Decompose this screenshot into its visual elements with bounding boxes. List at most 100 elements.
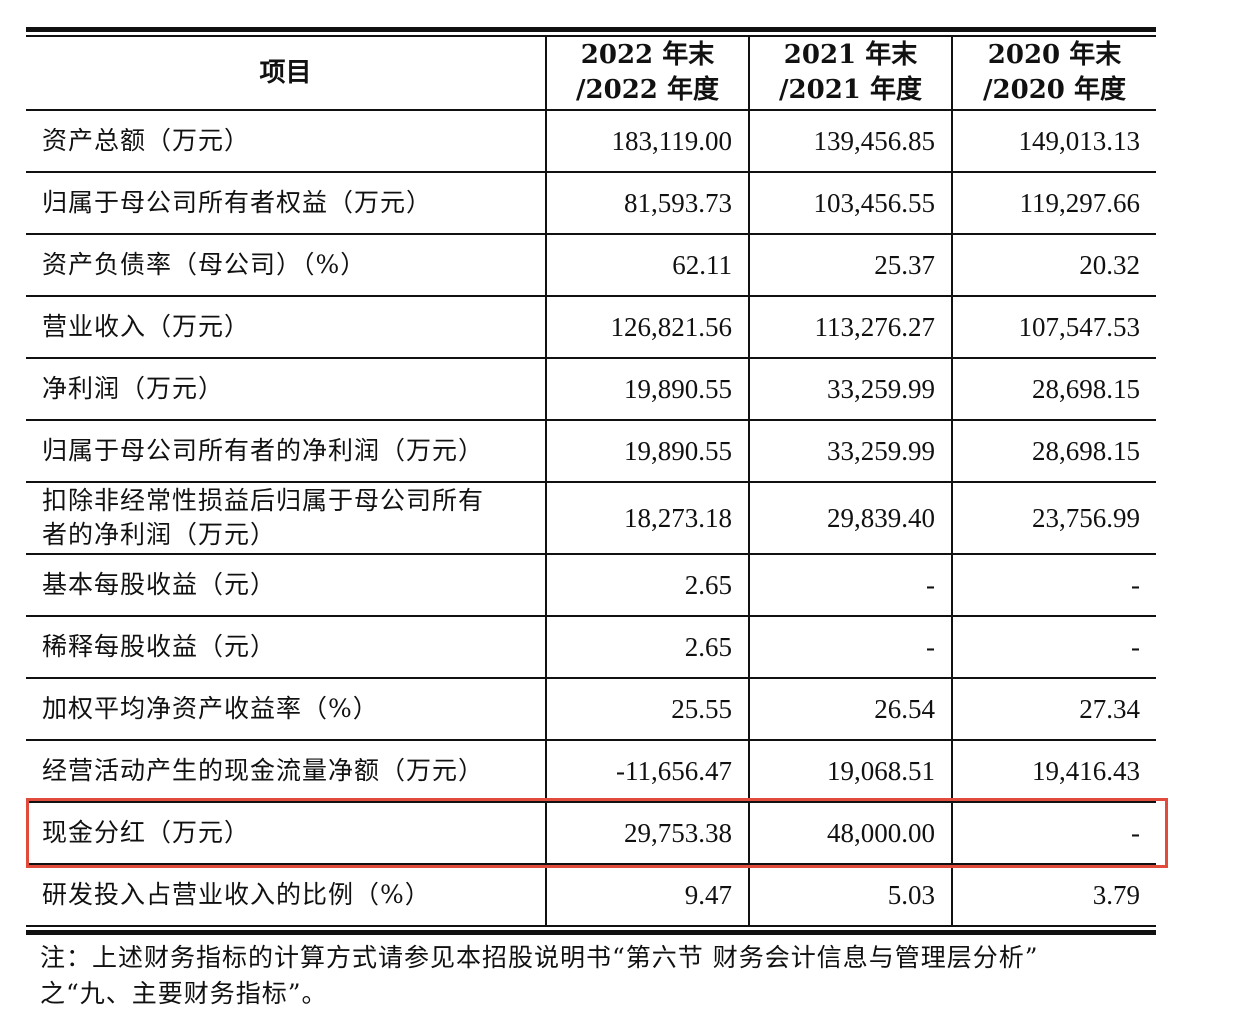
value-2022: 18,273.18 — [545, 482, 749, 555]
value-2022: 19,890.55 — [545, 420, 749, 483]
row-label: 归属于母公司所有者权益（万元） — [26, 172, 546, 235]
row-label-line: 扣除非经常性损益后归属于母公司所有 — [42, 486, 485, 515]
row-label-line: 资产负债率（母公司）（%） — [42, 250, 367, 279]
value-2021: 139,456.85 — [748, 110, 952, 173]
row-label-line: 营业收入（万元） — [42, 312, 251, 341]
row-label: 研发投入占营业收入的比例（%） — [26, 864, 546, 925]
value-2021: 33,259.99 — [748, 358, 952, 421]
header-2020-line-2: /2020 年度 — [983, 75, 1126, 105]
row-label-line: 研发投入占营业收入的比例（%） — [42, 880, 431, 909]
value-2022: 81,593.73 — [545, 172, 749, 235]
table-row: 扣除非经常性损益后归属于母公司所有 者的净利润（万元） 18,273.18 29,83… — [26, 482, 1156, 555]
row-label-line: 归属于母公司所有者的净利润（万元） — [42, 436, 485, 465]
value-2020: 28,698.15 — [951, 420, 1156, 483]
table-row: 资产总额（万元） 183,119.00 139,456.85 149,013.13 — [26, 110, 1156, 173]
header-2022: 2022 年末 /2022 年度 — [545, 37, 749, 111]
value-2021: - — [748, 616, 952, 679]
value-2022: 2.65 — [545, 616, 749, 679]
value-2021: 103,456.55 — [748, 172, 952, 235]
header-2021-line-1: 2021 年末 — [783, 40, 918, 70]
table-top-thick-rule — [26, 27, 1156, 32]
table-row: 经营活动产生的现金流量净额（万元） -11,656.47 19,068.51 19,4… — [26, 740, 1156, 803]
value-2022: -11,656.47 — [545, 740, 749, 803]
value-2022: 126,821.56 — [545, 296, 749, 359]
financial-table-wrapper: 项目 2022 年末 /2022 年度 2021 年末 /2021 年度 202… — [26, 27, 1156, 935]
table-body: 资产总额（万元） 183,119.00 139,456.85 149,013.13 归属… — [26, 110, 1156, 925]
table-bottom-thin-rule — [26, 925, 1156, 927]
value-2020: 27.34 — [951, 678, 1156, 741]
value-2020: 149,013.13 — [951, 110, 1156, 173]
value-2021: 33,259.99 — [748, 420, 952, 483]
row-label-line: 现金分红（万元） — [42, 818, 251, 847]
row-label: 归属于母公司所有者的净利润（万元） — [26, 420, 546, 483]
table-row: 归属于母公司所有者权益（万元） 81,593.73 103,456.55 119,29… — [26, 172, 1156, 235]
value-2020: - — [951, 802, 1156, 865]
row-label: 扣除非经常性损益后归属于母公司所有 者的净利润（万元） — [26, 482, 546, 555]
value-2021: 25.37 — [748, 234, 952, 297]
value-2022: 62.11 — [545, 234, 749, 297]
row-label-line: 加权平均净资产收益率（%） — [42, 694, 379, 723]
value-2021: 113,276.27 — [748, 296, 952, 359]
header-2020-line-1: 2020 年末 — [987, 40, 1122, 70]
table-row: 现金分红（万元） 29,753.38 48,000.00- — [26, 802, 1156, 865]
footnote-line-1: 注：上述财务指标的计算方式请参见本招股说明书“第六节 财务会计信息与管理层分析” — [40, 943, 1039, 972]
row-label-line: 基本每股收益（元） — [42, 570, 277, 599]
value-2020: 28,698.15 — [951, 358, 1156, 421]
value-2020: 107,547.53 — [951, 296, 1156, 359]
table-row: 资产负债率（母公司）（%） 62.11 25.37 20.32 — [26, 234, 1156, 297]
row-label-line: 经营活动产生的现金流量净额（万元） — [42, 756, 485, 785]
table-row: 营业收入（万元） 126,821.56 113,276.27 107,547.53 — [26, 296, 1156, 359]
value-2020: 119,297.66 — [951, 172, 1156, 235]
row-label: 现金分红（万元） — [26, 802, 546, 865]
value-2020: 20.32 — [951, 234, 1156, 297]
value-2021: 26.54 — [748, 678, 952, 741]
table-row: 归属于母公司所有者的净利润（万元） 19,890.55 33,259.99 28,69… — [26, 420, 1156, 483]
row-label: 加权平均净资产收益率（%） — [26, 678, 546, 741]
value-2021: 5.03 — [748, 864, 952, 925]
header-2022-line-2: /2022 年度 — [576, 75, 719, 105]
header-item: 项目 — [26, 37, 546, 111]
row-label-line: 稀释每股收益（元） — [42, 632, 277, 661]
value-2020: - — [951, 616, 1156, 679]
header-2020: 2020 年末 /2020 年度 — [951, 37, 1156, 111]
row-label: 稀释每股收益（元） — [26, 616, 546, 679]
value-2022: 29,753.38 — [545, 802, 749, 865]
value-2021: 19,068.51 — [748, 740, 952, 803]
value-2020: 19,416.43 — [951, 740, 1156, 803]
value-2020: 3.79 — [951, 864, 1156, 925]
row-label: 营业收入（万元） — [26, 296, 546, 359]
table-row: 稀释每股收益（元） 2.65- - — [26, 616, 1156, 679]
table-bottom-thick-rule — [26, 930, 1156, 935]
row-label: 资产总额（万元） — [26, 110, 546, 173]
table-row: 研发投入占营业收入的比例（%） 9.47 5.03 3.79 — [26, 864, 1156, 925]
row-label: 资产负债率（母公司）（%） — [26, 234, 546, 297]
value-2022: 19,890.55 — [545, 358, 749, 421]
footnote-line-2: 之“九、主要财务指标”。 — [40, 979, 328, 1008]
table-header-row: 项目 2022 年末 /2022 年度 2021 年末 /2021 年度 202… — [26, 37, 1156, 111]
value-2021: 48,000.00 — [748, 802, 952, 865]
table-row: 净利润（万元） 19,890.55 33,259.99 28,698.15 — [26, 358, 1156, 421]
row-label-line: 净利润（万元） — [42, 374, 225, 403]
financial-indicators-table: 项目 2022 年末 /2022 年度 2021 年末 /2021 年度 202… — [26, 37, 1156, 925]
row-label: 净利润（万元） — [26, 358, 546, 421]
header-2021-line-2: /2021 年度 — [779, 75, 922, 105]
value-2022: 25.55 — [545, 678, 749, 741]
table-row: 基本每股收益（元） 2.65- - — [26, 554, 1156, 617]
row-label: 经营活动产生的现金流量净额（万元） — [26, 740, 546, 803]
value-2021: 29,839.40 — [748, 482, 952, 555]
value-2022: 2.65 — [545, 554, 749, 617]
row-label-line: 资产总额（万元） — [42, 126, 251, 155]
table-top-thin-rule — [26, 35, 1156, 37]
table-footnote: 注：上述财务指标的计算方式请参见本招股说明书“第六节 财务会计信息与管理层分析”… — [40, 940, 1155, 1012]
value-2022: 183,119.00 — [545, 110, 749, 173]
value-2020: - — [951, 554, 1156, 617]
header-2021: 2021 年末 /2021 年度 — [748, 37, 952, 111]
value-2022: 9.47 — [545, 864, 749, 925]
value-2021: - — [748, 554, 952, 617]
header-2022-line-1: 2022 年末 — [580, 40, 715, 70]
row-label-line: 者的净利润（万元） — [42, 520, 277, 549]
row-label: 基本每股收益（元） — [26, 554, 546, 617]
value-2020: 23,756.99 — [951, 482, 1156, 555]
row-label-line: 归属于母公司所有者权益（万元） — [42, 188, 433, 217]
table-row: 加权平均净资产收益率（%） 25.55 26.54 27.34 — [26, 678, 1156, 741]
